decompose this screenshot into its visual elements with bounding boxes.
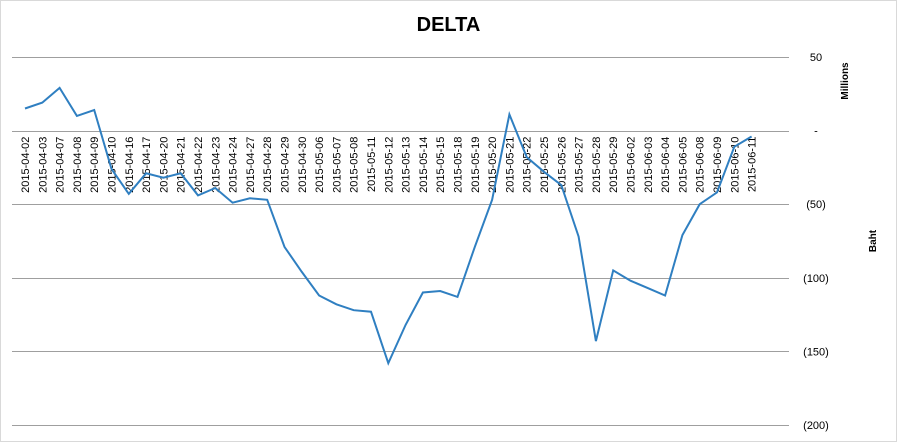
x-tick-label: 2015-04-02 [20,137,32,193]
x-tick-label: 2015-05-15 [435,137,447,193]
y-tick-label: (50) [806,199,826,211]
x-tick-label: 2015-04-16 [124,137,136,193]
x-tick-label: 2015-04-22 [193,137,205,193]
x-tick-label: 2015-05-22 [522,137,534,193]
x-tick-label: 2015-04-09 [89,137,101,193]
x-tick-label: 2015-04-27 [245,137,257,193]
x-tick-label: 2015-04-29 [280,137,292,193]
x-tick-label: 2015-05-11 [366,137,378,192]
x-tick-label: 2015-04-30 [297,137,309,193]
x-tick-label: 2015-05-18 [453,137,465,193]
x-tick-label: 2015-05-28 [591,137,603,193]
x-tick-label: 2015-05-29 [608,137,620,193]
x-tick-label: 2015-05-27 [574,137,586,193]
x-tick-label: 2015-04-08 [72,137,84,193]
x-tick-label: 2015-06-05 [677,137,689,193]
x-tick-label: 2015-05-20 [487,137,499,193]
x-tick-label: 2015-04-21 [176,137,188,193]
y-tick-label: - [814,126,818,138]
y-axis-unit-label: Millions [840,62,851,100]
x-tick-label: 2015-05-08 [349,137,361,193]
y-tick-label: (100) [803,273,829,285]
x-tick-label: 2015-04-20 [158,137,170,193]
x-tick-label: 2015-05-13 [401,137,413,193]
series-line [24,86,753,366]
chart-title: DELTA [416,14,481,36]
x-tick-label: 2015-06-11 [747,137,759,192]
x-tick-label: 2015-05-26 [556,137,568,193]
x-tick-label: 2015-05-12 [383,137,395,193]
x-tick-label: 2015-04-07 [55,137,67,193]
x-tick-label: 2015-04-28 [262,137,274,193]
x-tick-label: 2015-06-09 [712,137,724,193]
x-tick-label: 2015-05-25 [539,137,551,193]
x-tick-label: 2015-04-17 [141,137,153,193]
x-tick-label: 2015-06-08 [695,137,707,193]
x-tick-label: 2015-05-21 [504,137,516,193]
x-tick-label: 2015-06-02 [626,137,638,193]
x-tick-label: 2015-05-06 [314,137,326,193]
x-tick-label: 2015-04-23 [210,137,222,193]
y-tick-label: (200) [803,420,829,432]
x-tick-label: 2015-04-03 [37,137,49,193]
y-axis-tick-labels: 50 - (50) (100) (150) (200) [803,52,829,432]
x-tick-label: 2015-05-14 [418,137,430,193]
x-tick-label: 2015-05-07 [331,137,343,193]
y-tick-label: 50 [810,52,822,64]
y-tick-label: (150) [803,346,829,358]
x-tick-label: 2015-04-24 [228,137,240,193]
x-tick-label: 2015-06-03 [643,137,655,193]
y-axis-title: Baht [868,229,879,252]
gridlines [12,57,789,426]
x-tick-label: 2015-04-10 [107,137,119,193]
x-tick-label: 2015-06-04 [660,137,672,193]
x-axis-tick-labels: 2015-04-02 2015-04-03 2015-04-07 2015-04-08… [20,137,759,193]
x-tick-label: 2015-05-19 [470,137,482,193]
